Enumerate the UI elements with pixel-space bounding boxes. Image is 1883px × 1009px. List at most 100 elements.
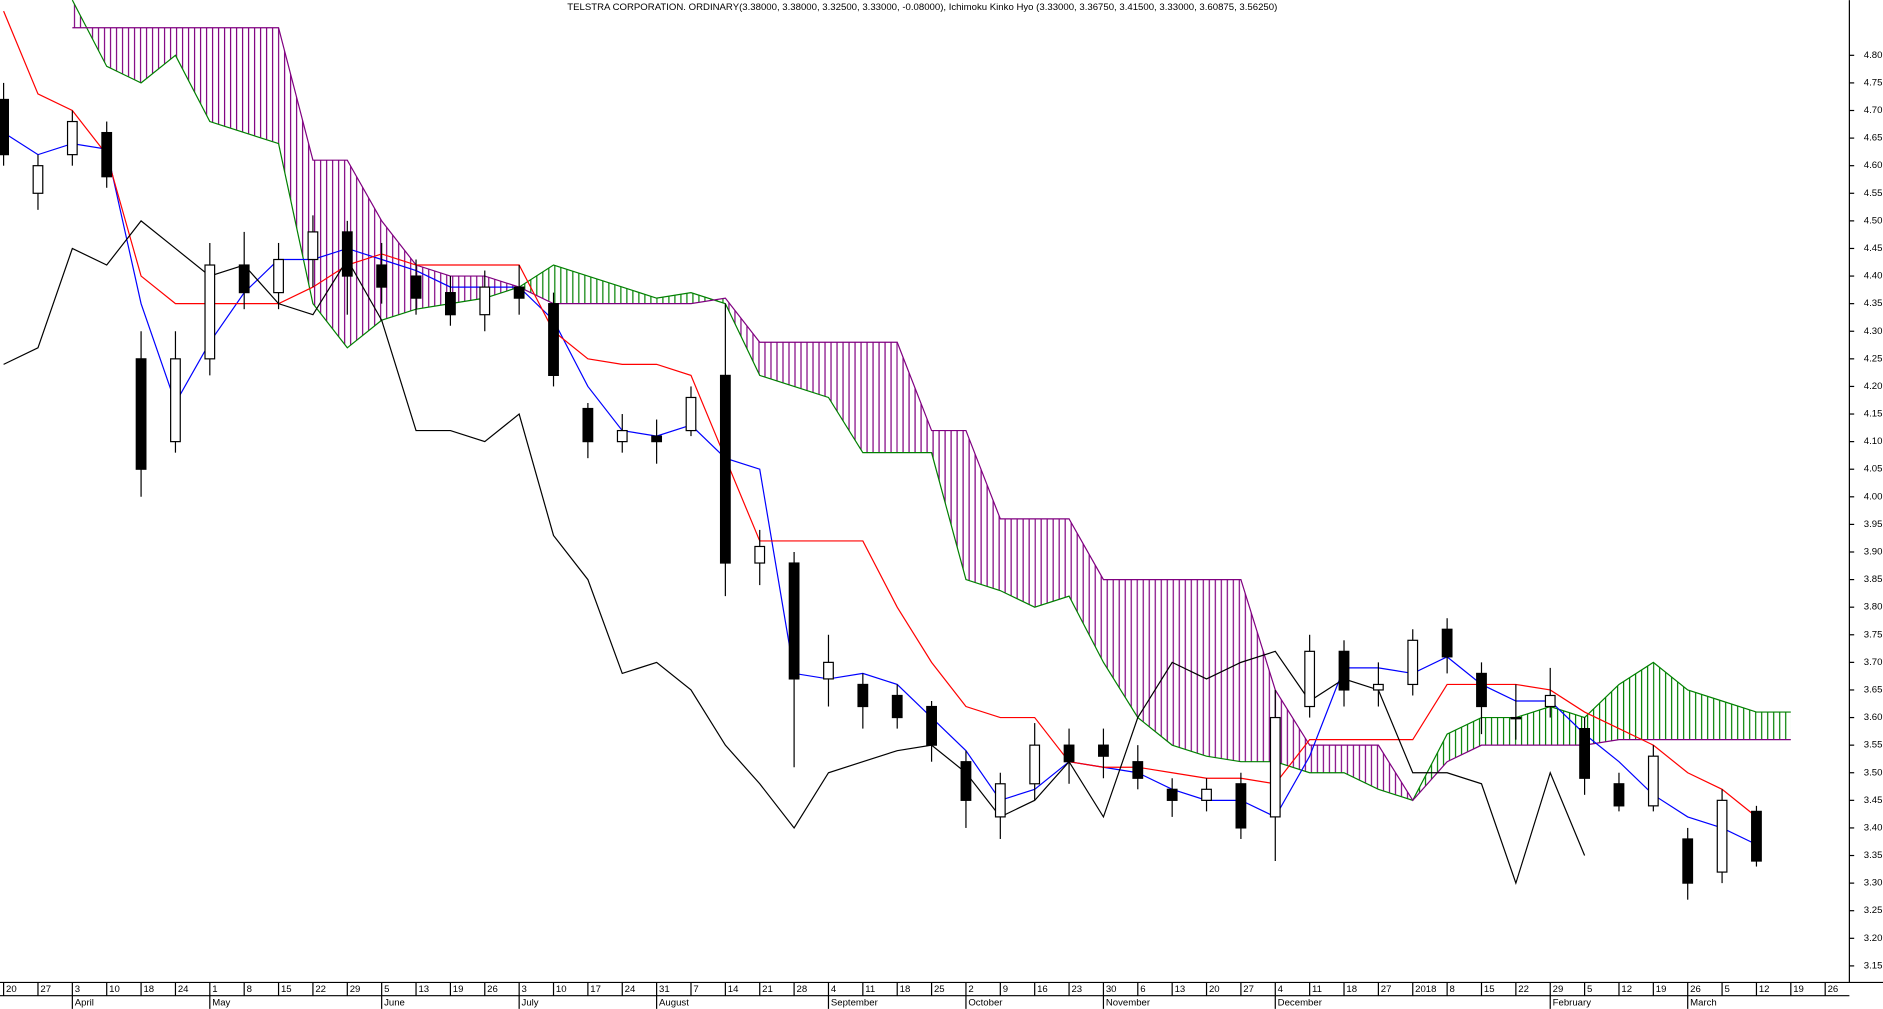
- y-tick-label: 4.50: [1864, 215, 1883, 226]
- x-tick-label: 27: [1243, 984, 1254, 995]
- x-tick-label: 8: [247, 984, 252, 995]
- cloud-segment: [1515, 706, 1551, 746]
- y-tick-label: 3.15: [1864, 960, 1883, 971]
- x-tick-label: 20: [1209, 984, 1220, 995]
- x-tick-label: 19: [453, 984, 464, 995]
- candle-body: [616, 429, 628, 443]
- candle-body: [548, 303, 559, 376]
- cloud-segment: [931, 430, 966, 580]
- y-tick-label: 3.45: [1864, 795, 1883, 806]
- x-tick-label: 26: [1690, 984, 1701, 995]
- cloud-segment: [622, 287, 657, 304]
- x-tick-label: 12: [1621, 984, 1632, 995]
- candle-body: [1338, 650, 1350, 691]
- cloud-segment: [1447, 717, 1482, 762]
- candle-body: [204, 264, 216, 360]
- candle-body: [479, 286, 491, 316]
- candle-body: [32, 165, 44, 194]
- month-label: June: [384, 997, 405, 1008]
- x-tick-label: 14: [728, 984, 739, 995]
- candle-body: [170, 358, 181, 443]
- x-tick-label: 27: [1381, 984, 1392, 995]
- x-tick-label: 30: [1106, 984, 1117, 995]
- candle-body: [857, 683, 869, 708]
- candle-body: [1751, 810, 1762, 862]
- cloud-segment: [244, 27, 279, 144]
- candle-body: [376, 264, 388, 288]
- month-label: September: [831, 997, 879, 1008]
- y-tick-label: 3.55: [1864, 740, 1883, 751]
- candle-body: [273, 258, 284, 294]
- x-tick-label: 5: [384, 984, 389, 995]
- y-tick-label: 3.95: [1864, 519, 1883, 530]
- y-tick-label: 3.60: [1864, 712, 1883, 723]
- candle-body: [1132, 761, 1144, 779]
- candle-body: [719, 374, 731, 564]
- y-tick-label: 3.40: [1864, 822, 1883, 833]
- y-tick-label: 3.70: [1864, 657, 1883, 668]
- candle-body: [788, 562, 800, 680]
- cloud-segment: [278, 27, 313, 304]
- month-label: December: [1278, 997, 1323, 1008]
- x-tick-label: 22: [1518, 984, 1529, 995]
- candle-body: [1407, 639, 1419, 686]
- x-tick-label: 17: [590, 984, 601, 995]
- x-tick-label: 20: [6, 984, 17, 995]
- cloud-segment: [587, 276, 623, 304]
- cloud-segment: [1653, 662, 1688, 740]
- candle-body: [1441, 628, 1453, 658]
- candle-body: [685, 396, 697, 432]
- cloud-segment: [416, 265, 451, 310]
- x-tick-label: 1: [212, 984, 217, 995]
- candle-body: [135, 358, 147, 470]
- cloud-segment: [1103, 579, 1138, 718]
- y-tick-label: 4.05: [1864, 464, 1883, 475]
- candle-body: [926, 705, 937, 746]
- x-tick-label: 8: [1450, 984, 1455, 995]
- candle-body: [410, 275, 422, 299]
- candle-body: [1682, 838, 1694, 884]
- y-tick-label: 3.75: [1864, 629, 1883, 640]
- cloud-segment: [965, 430, 1001, 591]
- cloud-segment: [1137, 579, 1173, 746]
- x-tick-label: 29: [350, 984, 361, 995]
- x-tick-label: 9: [1003, 984, 1008, 995]
- candle-body: [1613, 783, 1625, 807]
- candle-body: [1269, 716, 1281, 818]
- x-tick-label: 13: [418, 984, 429, 995]
- x-tick-label: 24: [178, 984, 189, 995]
- candle-body: [1063, 744, 1075, 763]
- cloud-segment: [1069, 518, 1104, 663]
- x-tick-label: 26: [487, 984, 498, 995]
- x-tick-label: 10: [556, 984, 567, 995]
- cloud-segment: [1034, 518, 1070, 608]
- y-tick-label: 4.45: [1864, 243, 1883, 254]
- candle-body: [1029, 744, 1041, 785]
- y-tick-label: 3.50: [1864, 767, 1883, 778]
- x-tick-label: 11: [865, 984, 875, 995]
- indicator-line: [3, 10, 1757, 818]
- x-tick-label: 28: [797, 984, 808, 995]
- y-tick-label: 4.60: [1864, 160, 1883, 171]
- candle-body: [307, 231, 319, 261]
- cloud-segment: [828, 342, 863, 453]
- month-label: May: [212, 997, 230, 1008]
- candle-body: [1510, 716, 1522, 720]
- cloud-segment: [897, 342, 932, 453]
- candle-body: [66, 120, 78, 156]
- cloud-segment: [794, 342, 829, 398]
- x-tick-label: 7: [693, 984, 698, 995]
- y-tick-label: 4.75: [1864, 77, 1883, 88]
- cloud-segment: [450, 276, 485, 304]
- x-tick-label: 4: [831, 984, 837, 995]
- y-tick-label: 3.35: [1864, 850, 1883, 861]
- x-tick-label: 5: [1724, 984, 1729, 995]
- x-tick-label: 24: [625, 984, 636, 995]
- indicator-line: [3, 220, 1586, 886]
- x-tick-label: 18: [143, 984, 154, 995]
- month-label: February: [1553, 997, 1592, 1008]
- y-tick-label: 3.30: [1864, 878, 1883, 889]
- candle-body: [960, 761, 972, 801]
